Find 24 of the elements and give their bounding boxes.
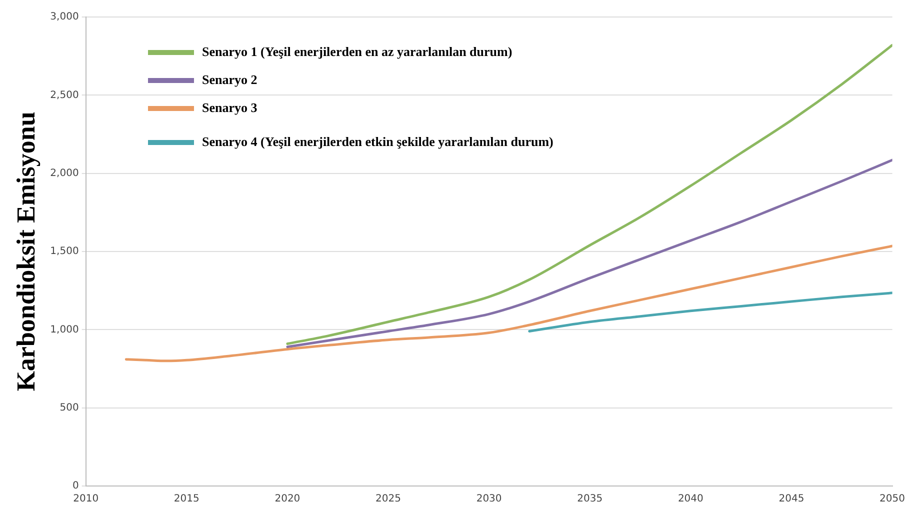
y-axis-title: Karbondioksit Emisyonu: [11, 112, 40, 392]
y-tick-label: 1,500: [50, 246, 79, 258]
legend-label: Senaryo 1 (Yeşil enerjilerden en az yararlanılan durum): [202, 44, 512, 60]
y-tick-label: 3,000: [50, 12, 79, 23]
line-series: [528, 292, 892, 332]
line-series: [124, 244, 892, 362]
y-tick-label: 500: [60, 402, 79, 414]
x-tick-label: 2010: [73, 494, 99, 505]
legend-label: Senaryo 3: [202, 100, 258, 116]
x-tick-label: 2040: [678, 494, 704, 505]
x-tick-label: 2050: [880, 494, 905, 505]
x-tick-label: 2015: [174, 494, 200, 505]
line-series: [286, 158, 892, 348]
y-tick-label: 2,000: [50, 168, 79, 179]
y-tick-label: 0: [72, 480, 79, 492]
legend-label: Senaryo 4 (Yeşil enerjilerden etkin şekilde yararlanılan durum): [202, 134, 554, 150]
x-tick-label: 2020: [274, 494, 300, 505]
legend-label: Senaryo 2: [202, 72, 258, 88]
x-tick-label: 2045: [778, 494, 804, 505]
x-tick-label: 2035: [577, 494, 603, 505]
y-tick-label: 2,500: [50, 90, 79, 101]
x-tick-label: 2025: [376, 494, 401, 505]
y-tick-label: 1,000: [50, 324, 79, 336]
x-tick-label: 2030: [476, 494, 502, 505]
